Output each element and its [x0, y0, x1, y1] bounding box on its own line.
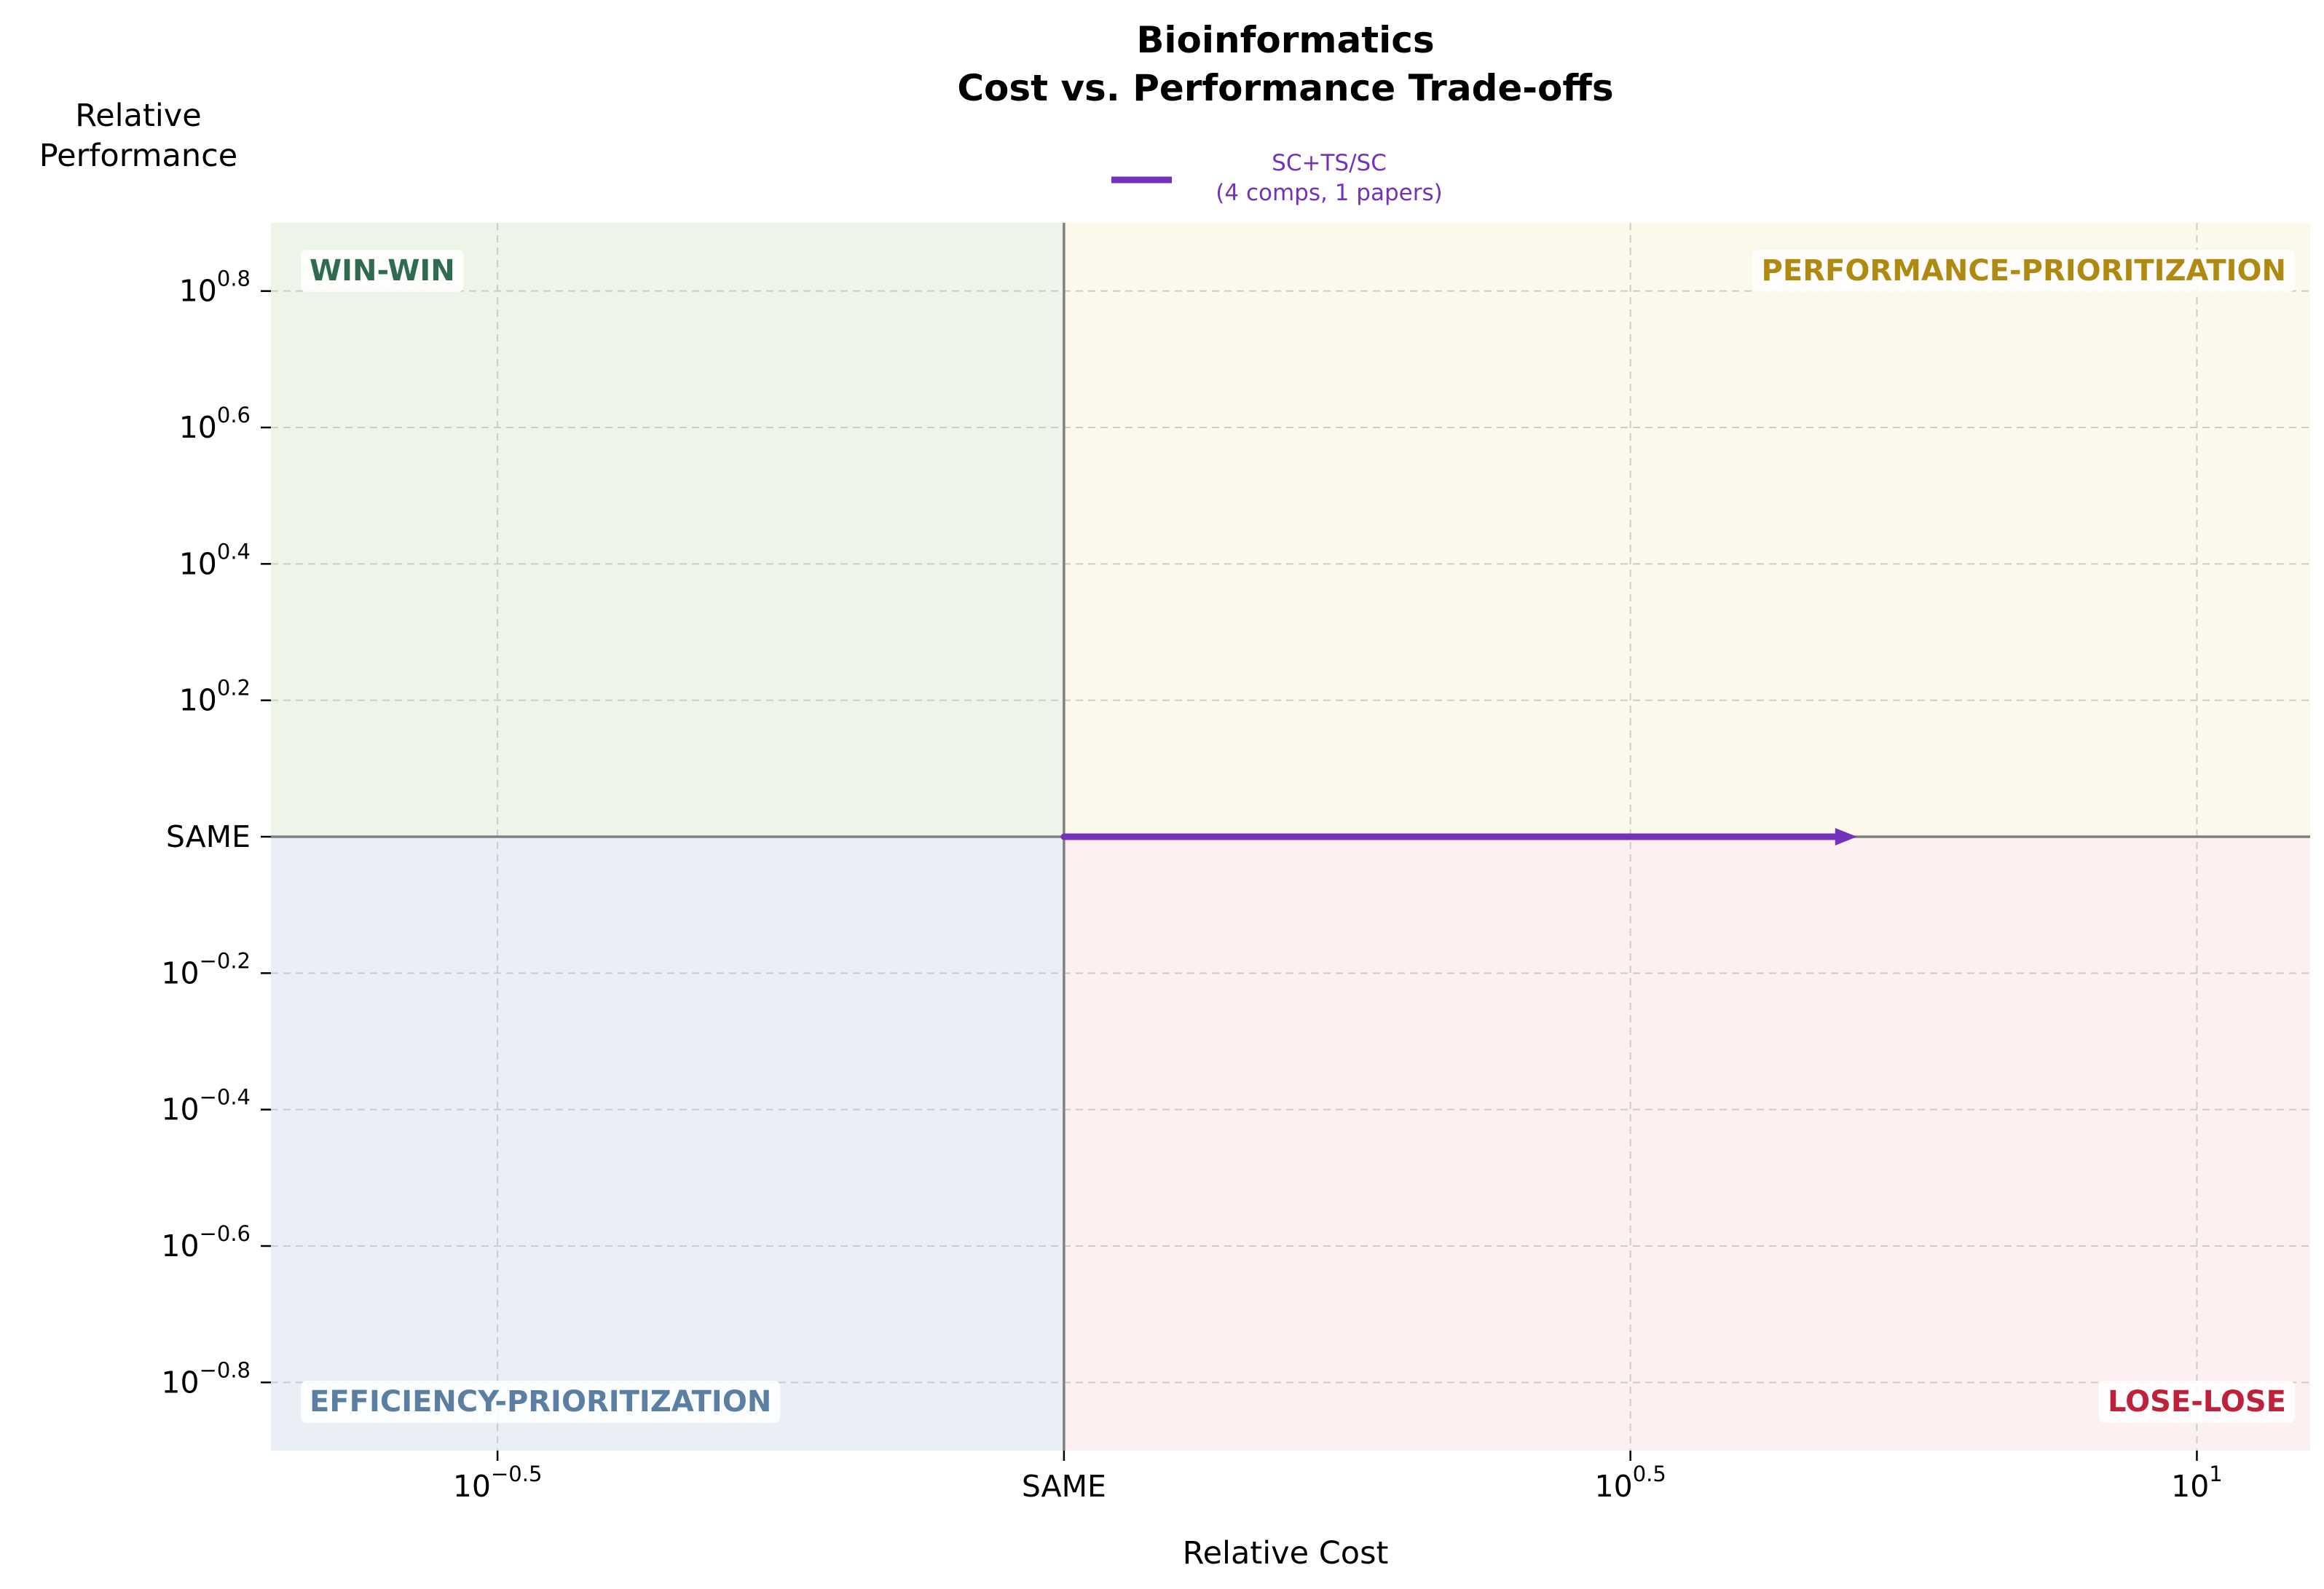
- quadrant-label-lose-lose: LOSE-LOSE: [2108, 1385, 2286, 1419]
- x-tick-label: SAME: [1022, 1469, 1106, 1504]
- series-arrowhead: [1835, 828, 1857, 845]
- legend: SC+TS/SC (4 comps, 1 papers): [1111, 150, 1443, 206]
- quadrant-label-win-win: WIN-WIN: [310, 254, 455, 288]
- tick-marks: 10−0.5 SAME 100.5 101 100.8 100.6 100.4 100.2 SA…: [161, 267, 2222, 1504]
- y-tick-label: 100.8: [179, 267, 251, 309]
- quadrant-label-performance-prioritization-bg: [1752, 250, 2295, 292]
- chart-title-line-1: Bioinformatics: [1136, 19, 1434, 61]
- x-axis-label: Relative Cost: [1183, 1535, 1389, 1572]
- quadrant-win-win: [271, 223, 1064, 837]
- legend-label-line-1: SC+TS/SC: [1272, 150, 1387, 176]
- y-tick-label: 100.4: [179, 539, 251, 581]
- y-tick-label: 100.2: [179, 676, 251, 718]
- x-tick-label: 10−0.5: [453, 1462, 543, 1504]
- chart-title-line-2: Cost vs. Performance Trade-offs: [957, 67, 1613, 109]
- quadrant-label-win-win-bg: [301, 250, 464, 292]
- y-tick-label: SAME: [166, 819, 251, 854]
- x-tick-label: 100.5: [1595, 1462, 1666, 1504]
- y-tick-label: 100.6: [179, 403, 251, 445]
- quadrant-label-performance-prioritization: PERFORMANCE-PRIORITIZATION: [1762, 254, 2286, 288]
- y-tick-label: 10−0.8: [161, 1357, 251, 1400]
- quadrant-backgrounds: [271, 223, 2310, 1451]
- legend-label-line-2: (4 comps, 1 papers): [1216, 180, 1442, 206]
- y-tick-label: 10−0.4: [161, 1085, 251, 1127]
- series-layer: [1060, 828, 1857, 845]
- y-tick-label: 10−0.6: [161, 1221, 251, 1263]
- quadrant-performance-prioritization: [1063, 223, 2310, 837]
- quadrant-label-efficiency-prioritization-bg: [301, 1381, 781, 1423]
- quadrant-labels: WIN-WIN PERFORMANCE-PRIORITIZATION EFFICIE…: [301, 250, 2295, 1423]
- quadrant-label-lose-lose-bg: [2099, 1381, 2295, 1423]
- quadrant-label-efficiency-prioritization: EFFICIENCY-PRIORITIZATION: [310, 1385, 771, 1419]
- y-axis-label-line-2: Performance: [39, 138, 238, 174]
- y-tick-label: 10−0.2: [161, 948, 251, 990]
- y-axis-label-line-1: Relative: [75, 98, 201, 134]
- quadrant-lose-lose: [1063, 837, 2310, 1451]
- x-tick-label: 101: [2171, 1462, 2223, 1504]
- quadrant-efficiency-prioritization: [271, 837, 1064, 1451]
